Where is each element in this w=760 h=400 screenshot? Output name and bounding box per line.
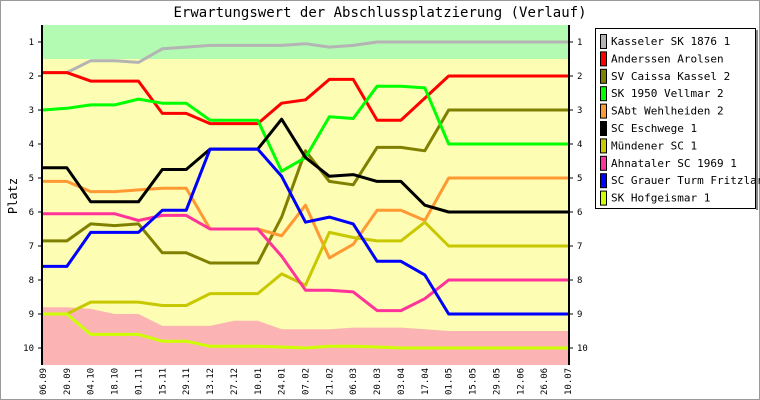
series-line-6 <box>43 220 568 316</box>
y-axis-label: Platz <box>6 178 20 214</box>
x-tick-label: 20.09 <box>63 368 73 395</box>
x-tick-label: 12.06 <box>516 368 526 395</box>
x-tick-label: 18.10 <box>111 368 121 395</box>
x-tick-label: 24.01 <box>278 368 288 395</box>
y-tick-label-right: 4 <box>577 140 582 150</box>
x-tick-label: 29.05 <box>492 368 502 395</box>
series-line-5 <box>43 117 568 214</box>
y-tick-label-left: 9 <box>29 310 34 320</box>
x-tick-label: 20.03 <box>373 368 383 395</box>
legend-swatch-5 <box>600 121 607 136</box>
legend-label-0: Kasseler SK 1876 1 <box>611 35 730 48</box>
x-tick-label: 29.11 <box>182 368 192 395</box>
x-tick-label: 27.12 <box>230 368 240 395</box>
legend-swatch-3 <box>600 86 607 102</box>
x-tick-label: 07.02 <box>302 368 312 395</box>
series-line-8 <box>43 147 568 316</box>
legend-label-6: Mündener SC 1 <box>611 139 697 152</box>
axes: 1 1 2 2 3 3 4 4 5 5 6 6 7 7 8 8 9 9 10 10 06.09 20.09 04.10 18.… <box>23 25 588 395</box>
x-tick-label: 06.09 <box>39 368 49 395</box>
series-line-2 <box>43 108 568 265</box>
series-line-7 <box>43 212 568 313</box>
y-tick-label-right: 9 <box>577 310 582 320</box>
y-tick-label-right: 6 <box>577 208 582 218</box>
legend-label-7: Ahnataler SC 1969 1 <box>611 157 737 170</box>
legend-swatch-9 <box>600 190 607 206</box>
series-line-9 <box>43 312 568 350</box>
y-tick-label-right: 8 <box>577 276 582 286</box>
legend-swatch-6 <box>600 138 607 154</box>
y-tick-label-right: 1 <box>577 38 582 48</box>
y-tick-label-right: 2 <box>577 72 582 82</box>
y-tick-label-left: 4 <box>29 140 34 150</box>
y-tick-label-right: 7 <box>577 242 582 252</box>
legend-box <box>595 28 756 209</box>
legend-swatch-0 <box>600 34 607 49</box>
x-tick-label: 10.07 <box>564 368 574 395</box>
y-tick-label-left: 1 <box>29 38 34 48</box>
chart-title: Erwartungswert der Abschlussplatzierung … <box>173 5 586 21</box>
y-tick-label-right: 3 <box>577 106 582 116</box>
legend-label-8: SC Grauer Turm Fritzlar <box>611 174 760 187</box>
y-tick-label-left: 7 <box>29 242 34 252</box>
legend-swatch-8 <box>600 173 607 189</box>
legend-label-3: SK 1950 Vellmar 2 <box>611 87 724 100</box>
x-tick-label: 04.10 <box>87 368 97 395</box>
series-line-4 <box>43 176 568 260</box>
x-tick-label: 06.03 <box>349 368 359 395</box>
series-lines <box>42 40 568 350</box>
legend-swatch-7 <box>600 155 607 171</box>
x-tick-label: 15.11 <box>158 368 168 395</box>
x-tick-label: 17.04 <box>421 368 431 395</box>
y-tick-label-left: 8 <box>29 276 34 286</box>
x-tick-label: 01.05 <box>445 368 455 395</box>
legend-swatch-4 <box>600 103 607 119</box>
x-tick-label: 10.01 <box>254 368 264 395</box>
y-tick-label-left: 3 <box>29 106 34 116</box>
x-tick-label: 21.02 <box>325 368 335 395</box>
x-tick-label: 15.05 <box>469 368 479 395</box>
legend-swatch-1 <box>600 51 607 67</box>
x-tick-label: 26.06 <box>540 368 550 395</box>
x-tick-label: 01.11 <box>134 368 144 395</box>
legend-label-4: SAbt Wehlheiden 2 <box>611 105 724 118</box>
y-tick-label-left: 6 <box>29 208 34 218</box>
legend-label-9: SK Hofgeismar 1 <box>611 192 710 205</box>
legend-label-1: Anderssen Arolsen <box>611 52 724 65</box>
legend: Kasseler SK 1876 1 Anderssen Arolsen SV Ca… <box>595 28 760 210</box>
relegation-band <box>43 307 568 365</box>
legend-label-5: SC Eschwege 1 <box>611 122 697 135</box>
x-tick-label: 13.12 <box>206 368 216 395</box>
y-tick-label-right: 10 <box>577 344 588 354</box>
x-tick-label: 03.04 <box>397 368 407 395</box>
y-tick-label-left: 10 <box>23 344 34 354</box>
series-line-1 <box>43 71 568 126</box>
series-line-0 <box>43 40 568 75</box>
y-tick-label-right: 5 <box>577 174 582 184</box>
legend-swatch-2 <box>600 68 607 84</box>
legend-label-2: SV Caissa Kassel 2 <box>611 70 730 83</box>
y-tick-label-left: 2 <box>29 72 34 82</box>
y-tick-label-left: 5 <box>29 174 34 184</box>
